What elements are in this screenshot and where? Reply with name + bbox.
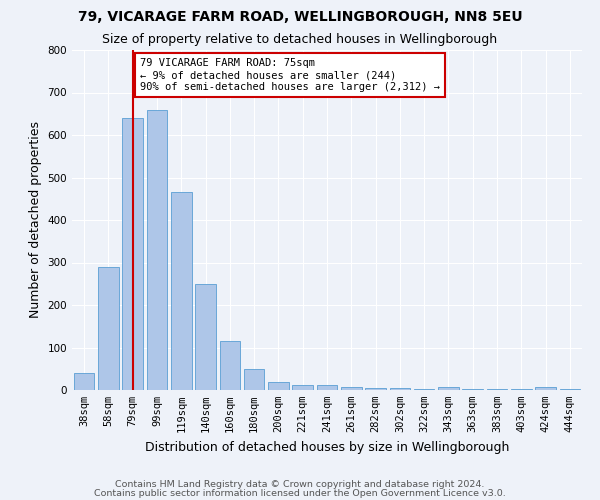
Text: Contains public sector information licensed under the Open Government Licence v3: Contains public sector information licen… — [94, 488, 506, 498]
Bar — [365, 388, 386, 390]
Text: Size of property relative to detached houses in Wellingborough: Size of property relative to detached ho… — [103, 32, 497, 46]
Bar — [292, 385, 313, 390]
Bar — [171, 192, 191, 390]
Bar — [535, 386, 556, 390]
Bar — [463, 388, 483, 390]
Bar — [389, 388, 410, 390]
Bar — [317, 385, 337, 390]
Bar — [511, 388, 532, 390]
Bar — [74, 373, 94, 390]
Bar — [98, 267, 119, 390]
Bar — [244, 369, 265, 390]
Bar — [122, 118, 143, 390]
Y-axis label: Number of detached properties: Number of detached properties — [29, 122, 42, 318]
X-axis label: Distribution of detached houses by size in Wellingborough: Distribution of detached houses by size … — [145, 440, 509, 454]
Bar — [560, 388, 580, 390]
Bar — [487, 388, 508, 390]
Bar — [438, 388, 459, 390]
Bar — [268, 382, 289, 390]
Text: 79, VICARAGE FARM ROAD, WELLINGBOROUGH, NN8 5EU: 79, VICARAGE FARM ROAD, WELLINGBOROUGH, … — [77, 10, 523, 24]
Bar — [146, 110, 167, 390]
Bar — [195, 284, 216, 390]
Text: Contains HM Land Registry data © Crown copyright and database right 2024.: Contains HM Land Registry data © Crown c… — [115, 480, 485, 489]
Text: 79 VICARAGE FARM ROAD: 75sqm
← 9% of detached houses are smaller (244)
90% of se: 79 VICARAGE FARM ROAD: 75sqm ← 9% of det… — [140, 58, 440, 92]
Bar — [220, 341, 240, 390]
Bar — [341, 386, 362, 390]
Bar — [414, 388, 434, 390]
